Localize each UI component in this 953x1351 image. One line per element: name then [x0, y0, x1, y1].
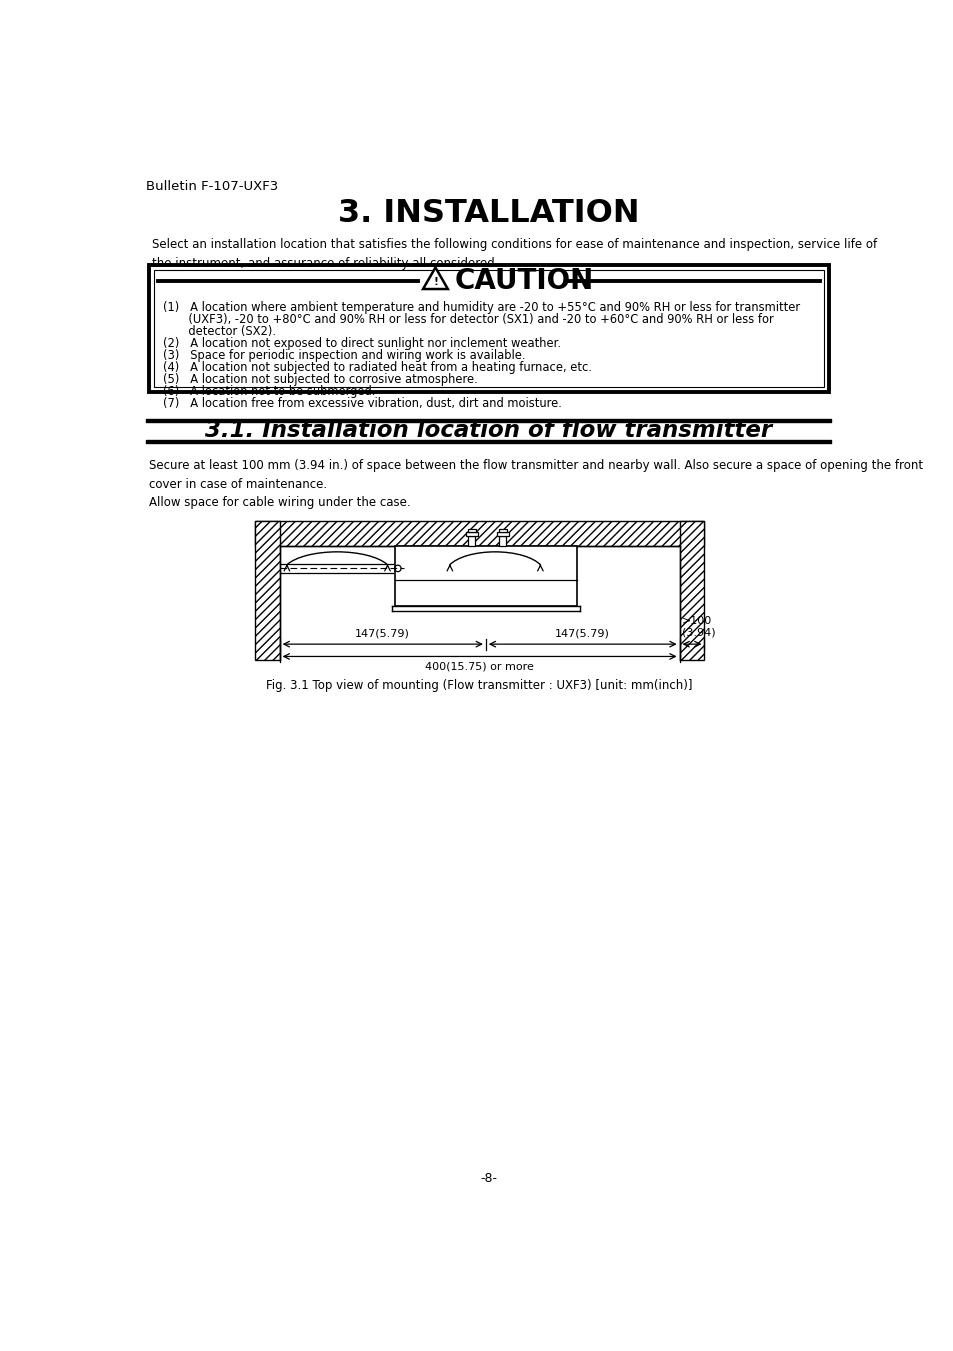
Bar: [149, 265, 828, 392]
Text: (7)   A location free from excessive vibration, dust, dirt and moisture.: (7) A location free from excessive vibra…: [162, 397, 561, 409]
Text: 3. INSTALLATION: 3. INSTALLATION: [337, 197, 639, 228]
Text: (UXF3), -20 to +80°C and 90% RH or less for detector (SX1) and -20 to +60°C and : (UXF3), -20 to +80°C and 90% RH or less …: [162, 313, 773, 327]
Text: (2)   A location not exposed to direct sunlight nor inclement weather.: (2) A location not exposed to direct sun…: [162, 338, 560, 350]
Text: Bulletin F-107-UXF3: Bulletin F-107-UXF3: [146, 180, 278, 193]
Text: Fig. 3.1 Top view of mounting (Flow transmitter : UXF3) [unit: mm(inch)]: Fig. 3.1 Top view of mounting (Flow tran…: [266, 678, 692, 692]
Text: (3)   Space for periodic inspection and wiring work is available.: (3) Space for periodic inspection and wi…: [162, 349, 524, 362]
Text: 147(5.79): 147(5.79): [355, 628, 410, 639]
Bar: [498, 528, 506, 532]
Bar: [254, 521, 703, 546]
Text: Select an installation location that satisfies the following conditions for ease: Select an installation location that sat…: [152, 238, 876, 270]
Bar: [679, 521, 703, 659]
Bar: [254, 521, 279, 659]
Text: CAUTION: CAUTION: [455, 267, 594, 296]
Text: (1)   A location where ambient temperature and humidity are -20 to +55°C and 90%: (1) A location where ambient temperature…: [162, 301, 799, 315]
Text: (4)   A location not subjected to radiated heat from a heating furnace, etc.: (4) A location not subjected to radiated…: [162, 361, 591, 374]
Polygon shape: [422, 267, 447, 289]
Text: >100
(3.94): >100 (3.94): [681, 616, 715, 638]
Bar: [465, 532, 477, 536]
Bar: [468, 536, 475, 546]
Bar: [498, 536, 506, 546]
Text: 3.1. Installation location of flow transmitter: 3.1. Installation location of flow trans…: [205, 419, 772, 442]
Bar: [467, 528, 476, 532]
Text: 147(5.79): 147(5.79): [555, 628, 610, 639]
Text: 400(15.75) or more: 400(15.75) or more: [425, 662, 534, 671]
Text: Secure at least 100 mm (3.94 in.) of space between the flow transmitter and near: Secure at least 100 mm (3.94 in.) of spa…: [149, 459, 922, 509]
Text: (6)   A location not to be submerged.: (6) A location not to be submerged.: [162, 385, 375, 399]
Bar: [154, 270, 822, 386]
Text: detector (SX2).: detector (SX2).: [162, 326, 275, 338]
Text: -8-: -8-: [480, 1173, 497, 1185]
Text: !: !: [433, 277, 437, 288]
Bar: [497, 532, 508, 536]
Text: (5)   A location not subjected to corrosive atmosphere.: (5) A location not subjected to corrosiv…: [162, 373, 476, 386]
Bar: [395, 546, 577, 605]
